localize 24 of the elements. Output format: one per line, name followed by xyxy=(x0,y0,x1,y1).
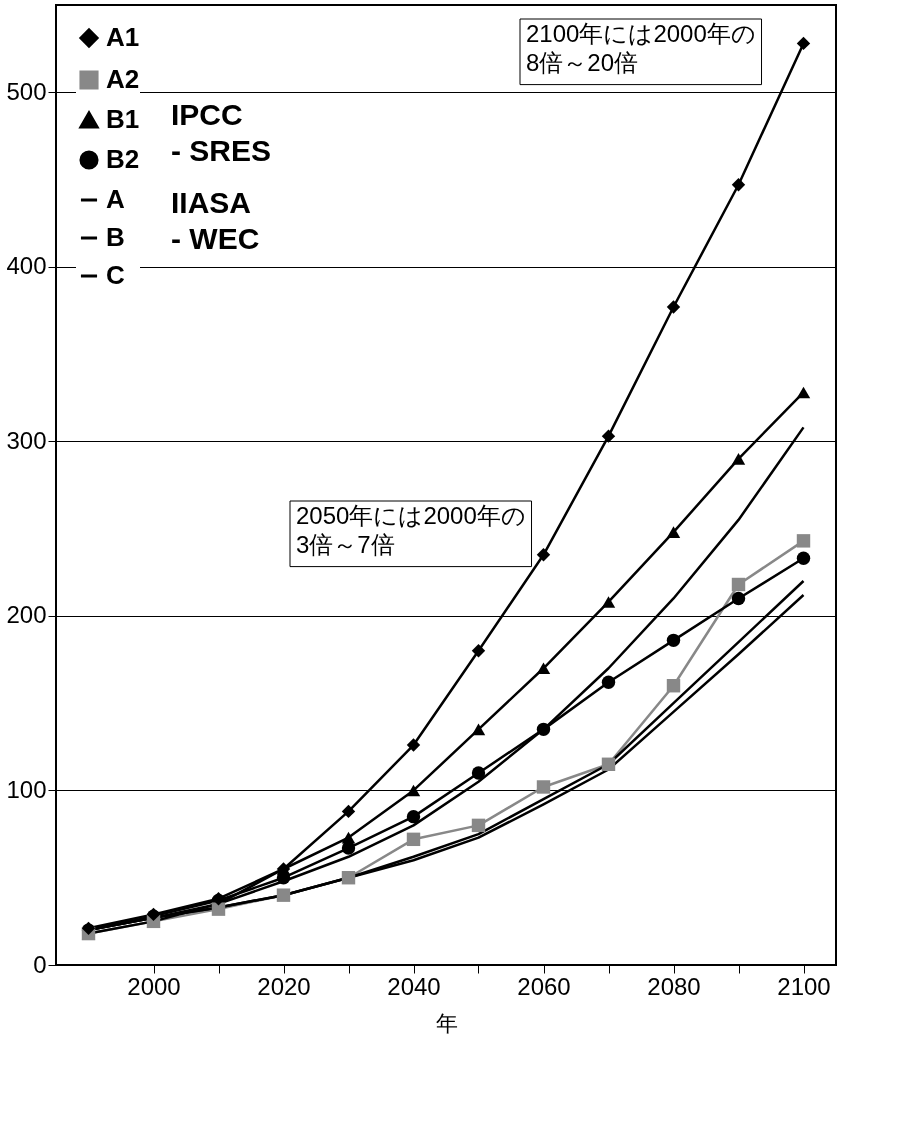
annotation: IIASA - WEC xyxy=(171,186,260,255)
legend-label: A xyxy=(106,184,125,214)
y-tick-label: 300 xyxy=(6,426,47,454)
annotation: IPCC - SRES xyxy=(171,98,272,167)
legend-label: B xyxy=(106,222,125,252)
legend-label: A2 xyxy=(106,64,140,94)
annotation: 2050年には2000年の3倍～7倍 xyxy=(296,502,526,558)
legend-label: B1 xyxy=(106,104,140,134)
y-tick-label: 0 xyxy=(33,950,47,978)
x-tick-label: 2040 xyxy=(387,972,441,1000)
y-tick-label: 200 xyxy=(6,601,47,629)
x-axis-title: 年 xyxy=(435,1010,458,1036)
x-tick-label: 2020 xyxy=(257,972,311,1000)
y-tick-label: 500 xyxy=(6,77,47,105)
x-tick-label: 2080 xyxy=(647,972,701,1000)
x-tick-label: 2060 xyxy=(517,972,571,1000)
legend-label: A1 xyxy=(106,22,140,52)
legend-label: B2 xyxy=(106,144,140,174)
y-tick-label: 400 xyxy=(6,252,47,280)
y-tick-label: 100 xyxy=(6,775,47,803)
legend-label: C xyxy=(106,260,125,290)
annotation: 2100年には2000年の8倍～20倍 xyxy=(526,20,756,76)
x-tick-label: 2100 xyxy=(777,972,831,1000)
x-tick-label: 2000 xyxy=(127,972,181,1000)
